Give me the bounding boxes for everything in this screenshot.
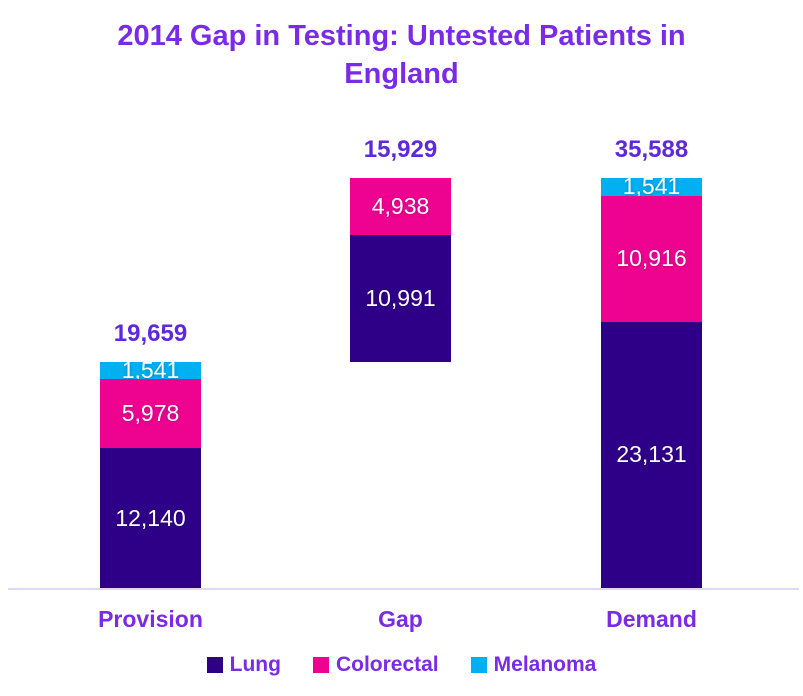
- legend-item-lung: Lung: [206, 653, 281, 677]
- legend-item-melanoma: Melanoma: [470, 653, 597, 677]
- bar-demand: 23,131 10,916 1,541: [601, 173, 702, 588]
- segment-value-label: 23,131: [616, 441, 687, 468]
- segment-provision-melanoma: 1,541: [100, 357, 201, 383]
- segment-gap-colorectal: 4,938: [350, 178, 451, 235]
- segment-value-label: 10,916: [616, 245, 687, 272]
- x-axis-line: [8, 588, 799, 590]
- total-label-demand: 35,588: [614, 136, 689, 163]
- segment-value-label: 1,541: [622, 173, 681, 200]
- segment-value-label: 10,991: [365, 284, 436, 311]
- segment-value-label: 4,938: [371, 192, 430, 219]
- legend-label: Melanoma: [493, 653, 597, 676]
- total-label-provision: 19,659: [113, 319, 188, 347]
- chart-title: 2014 Gap in Testing: Untested Patients i…: [117, 20, 686, 90]
- x-axis-label-demand: Demand: [606, 606, 697, 632]
- x-axis-label-gap: Gap: [378, 606, 423, 632]
- legend-swatch-lung: [206, 657, 223, 673]
- legend-label: Colorectal: [335, 653, 439, 676]
- legend-label: Lung: [229, 653, 281, 676]
- bar-gap: 10,991 4,938: [350, 178, 451, 362]
- legend-item-colorectal: Colorectal: [312, 653, 439, 677]
- segment-value-label: 5,978: [121, 400, 180, 427]
- segment-value-label: 12,140: [115, 504, 186, 531]
- segment-gap-lung: 10,991: [350, 234, 451, 362]
- segment-provision-colorectal: 5,978: [100, 379, 201, 449]
- x-axis-label-provision: Provision: [98, 606, 203, 632]
- segment-provision-lung: 12,140: [100, 448, 201, 588]
- legend: Lung Colorectal Melanoma: [0, 653, 803, 677]
- segment-value-label: 1,541: [121, 356, 180, 383]
- legend-swatch-colorectal: [312, 657, 329, 673]
- segment-demand-lung: 23,131: [601, 321, 702, 588]
- segment-demand-colorectal: 10,916: [601, 195, 702, 322]
- legend-swatch-melanoma: [470, 657, 487, 673]
- bar-provision: 12,140 5,978 1,541: [100, 357, 201, 588]
- total-label-gap: 15,929: [363, 136, 438, 163]
- segment-demand-melanoma: 1,541: [601, 173, 702, 199]
